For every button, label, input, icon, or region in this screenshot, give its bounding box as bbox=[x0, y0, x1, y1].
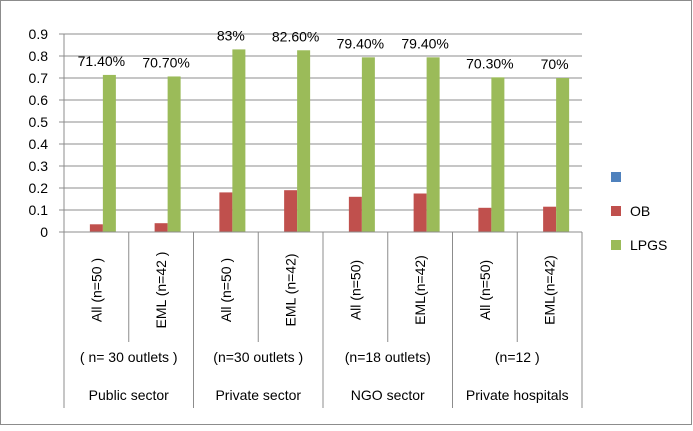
bar-ob bbox=[478, 207, 492, 232]
y-tick-label: 0.5 bbox=[29, 114, 49, 130]
bar-lpgs bbox=[232, 49, 246, 233]
legend-swatch bbox=[611, 172, 621, 182]
bar-ob bbox=[154, 223, 168, 232]
y-tick-label: 0.2 bbox=[29, 180, 49, 196]
bar-lpgs bbox=[102, 74, 116, 232]
bar-ob bbox=[413, 193, 427, 232]
legend-label: LPGS bbox=[630, 237, 667, 253]
category-axis: All (n=50 ) EML (n=42 ) All (n=50 ) EML (n=… bbox=[63, 34, 583, 408]
group-note: (n=30 outlets ) bbox=[213, 349, 303, 365]
bar-lpgs bbox=[556, 78, 570, 232]
legend-swatch bbox=[611, 206, 621, 216]
bar-lpgs bbox=[491, 77, 505, 232]
data-label: 79.40% bbox=[401, 35, 448, 51]
bar-lpgs bbox=[297, 50, 311, 232]
bar-lpgs bbox=[361, 57, 375, 232]
x-tick-label: EML(n=42) bbox=[412, 255, 428, 325]
legend-label: OB bbox=[630, 203, 650, 219]
y-tick-label: 0.9 bbox=[29, 26, 49, 42]
x-tick-label: All (n=50) bbox=[477, 260, 493, 320]
x-tick-label: All (n=50 ) bbox=[218, 258, 234, 322]
group-label: NGO sector bbox=[351, 387, 425, 403]
x-tick-label: EML(n=42) bbox=[542, 255, 558, 325]
x-tick-label: All (n=50) bbox=[347, 260, 363, 320]
group-label: Private hospitals bbox=[466, 387, 569, 403]
data-label: 79.40% bbox=[337, 35, 384, 51]
bar-lpgs bbox=[426, 57, 440, 232]
x-tick-label: EML (n=42) bbox=[283, 253, 299, 326]
group-note: (n=12 ) bbox=[495, 349, 540, 365]
bar-ob bbox=[348, 196, 362, 232]
y-tick-label: 0.7 bbox=[29, 70, 49, 86]
bar-ob bbox=[89, 224, 103, 232]
data-labels: 71.40% 70.70% 83% 82.60% 79.40% 79.40% 70.30% 7… bbox=[78, 27, 569, 72]
bar-lpgs bbox=[167, 76, 181, 233]
bar-ob bbox=[284, 190, 298, 232]
group-label: Public sector bbox=[89, 387, 169, 403]
bar-ob bbox=[219, 192, 233, 232]
y-tick-label: 0 bbox=[40, 224, 48, 240]
data-label: 70.30% bbox=[466, 55, 513, 71]
bars bbox=[89, 49, 570, 233]
data-label: 82.60% bbox=[272, 28, 319, 44]
data-label: 70.70% bbox=[142, 54, 189, 70]
bar-ob bbox=[543, 206, 557, 232]
y-tick-label: 0.4 bbox=[29, 136, 49, 152]
x-tick-label: EML (n=42 ) bbox=[153, 252, 169, 329]
group-note: (n=18 outlets) bbox=[345, 349, 431, 365]
data-label: 83% bbox=[217, 27, 245, 43]
group-note: ( n= 30 outlets ) bbox=[80, 349, 178, 365]
group-label: Private sector bbox=[215, 387, 301, 403]
x-tick-label: All (n=50 ) bbox=[88, 258, 104, 322]
y-tick-label: 0.3 bbox=[29, 158, 49, 174]
y-tick-label: 0.6 bbox=[29, 92, 49, 108]
legend-swatch bbox=[611, 240, 621, 250]
y-axis-ticks: 0 0.1 0.2 0.3 0.4 0.5 0.6 0.7 0.8 0.9 bbox=[29, 26, 64, 240]
y-tick-label: 0.1 bbox=[29, 202, 49, 218]
data-label: 70% bbox=[541, 56, 569, 72]
data-label: 71.40% bbox=[78, 53, 125, 69]
legend: OB LPGS bbox=[611, 172, 667, 253]
y-tick-label: 0.8 bbox=[29, 48, 49, 64]
